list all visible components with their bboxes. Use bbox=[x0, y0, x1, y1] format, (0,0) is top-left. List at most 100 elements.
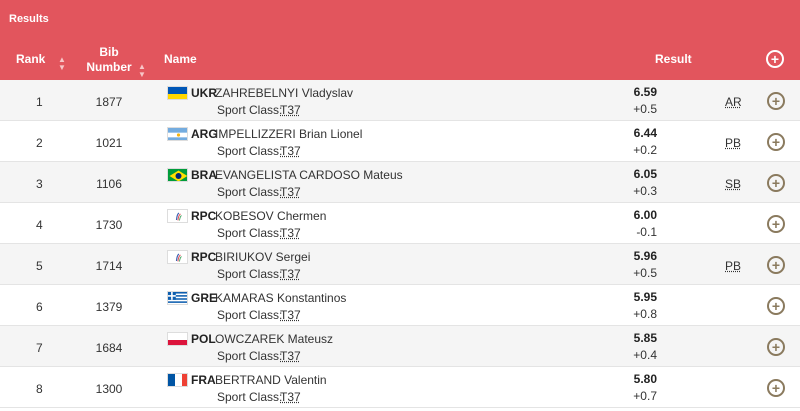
sport-class-label: Sport Class: bbox=[217, 349, 283, 363]
result-column-header: Result bbox=[655, 52, 692, 66]
rank-cell: 3 bbox=[36, 177, 43, 191]
sport-class-value[interactable]: T37 bbox=[280, 308, 301, 322]
expand-row-plus-icon[interactable]: + bbox=[767, 338, 785, 356]
table-row-3: 3 1106 BRA EVANGELISTA CARDOSO Mateus Sp… bbox=[0, 162, 800, 203]
athlete-name: ZAHREBELNYI Vladyslav bbox=[215, 86, 354, 100]
sport-class-value[interactable]: T37 bbox=[280, 144, 301, 158]
bib-cell: 1877 bbox=[95, 95, 123, 109]
expand-all-plus-icon[interactable]: + bbox=[766, 50, 784, 68]
bib-sort-icon[interactable]: ▲ ▼ bbox=[138, 62, 146, 79]
sport-class-label: Sport Class: bbox=[217, 308, 283, 322]
rank-cell: 2 bbox=[36, 136, 43, 150]
wind-value: +0.7 bbox=[633, 389, 657, 403]
athlete-name: EVANGELISTA CARDOSO Mateus bbox=[215, 168, 403, 182]
country-code: ARG bbox=[191, 127, 218, 141]
country-code: UKR bbox=[191, 86, 217, 100]
expand-row-plus-icon[interactable]: + bbox=[767, 297, 785, 315]
record-badge[interactable]: SB bbox=[725, 177, 742, 191]
record-badge[interactable]: PB bbox=[725, 136, 742, 150]
bra-flag-icon bbox=[167, 168, 188, 182]
result-value: 5.96 bbox=[633, 249, 657, 263]
table-row-8: 8 1300 FRA BERTRAND Valentin Sport Class… bbox=[0, 367, 800, 408]
results-header: Results Rank ▲ ▼ Bib Number ▲ ▼ Name Resul… bbox=[0, 0, 800, 80]
bib-cell: 1106 bbox=[96, 177, 122, 191]
athlete-name: BERTRAND Valentin bbox=[215, 373, 327, 387]
expand-row-plus-icon[interactable]: + bbox=[767, 256, 785, 274]
sport-class-label: Sport Class: bbox=[217, 267, 283, 281]
expand-row-plus-icon[interactable]: + bbox=[767, 133, 785, 151]
wind-value: +0.8 bbox=[633, 307, 657, 321]
bib-cell: 1300 bbox=[95, 382, 123, 396]
rank-sort-icon[interactable]: ▲ ▼ bbox=[58, 55, 66, 72]
result-value: 6.59 bbox=[633, 85, 657, 99]
bib-column-header[interactable]: Bib Number bbox=[86, 45, 132, 74]
sport-class-label: Sport Class: bbox=[217, 226, 283, 240]
gre-flag-icon bbox=[167, 291, 188, 305]
bib-cell: 1684 bbox=[95, 341, 123, 355]
athlete-name: KOBESOV Chermen bbox=[215, 209, 327, 223]
sport-class-value[interactable]: T37 bbox=[280, 349, 301, 363]
athlete-name: IMPELLIZZERI Brian Lionel bbox=[215, 127, 363, 141]
sport-class-value[interactable]: T37 bbox=[280, 185, 301, 199]
athlete-name: OWCZAREK Mateusz bbox=[215, 332, 334, 346]
country-code: FRA bbox=[191, 373, 216, 387]
expand-row-plus-icon[interactable]: + bbox=[767, 379, 785, 397]
sport-class-value[interactable]: T37 bbox=[280, 267, 301, 281]
sport-class-label: Sport Class: bbox=[217, 144, 283, 158]
table-row-4: 4 1730 RPC KOBESOV Chermen Sport Class: … bbox=[0, 203, 800, 244]
table-row-1: 1 1877 UKR ZAHREBELNYI Vladyslav Sport C… bbox=[0, 80, 800, 121]
rank-column-header[interactable]: Rank bbox=[16, 52, 46, 66]
country-code: BRA bbox=[191, 168, 217, 182]
rpc-flag-icon bbox=[167, 250, 188, 264]
sport-class-label: Sport Class: bbox=[217, 103, 283, 117]
result-value: 6.44 bbox=[633, 126, 657, 140]
result-value: 6.00 bbox=[633, 208, 657, 222]
expand-row-plus-icon[interactable]: + bbox=[767, 174, 785, 192]
sport-class-label: Sport Class: bbox=[217, 185, 283, 199]
wind-value: +0.2 bbox=[633, 143, 657, 157]
bib-cell: 1021 bbox=[95, 136, 123, 150]
wind-value: +0.3 bbox=[633, 184, 657, 198]
rank-cell: 4 bbox=[36, 218, 43, 232]
sport-class-value[interactable]: T37 bbox=[280, 226, 301, 240]
pol-flag-icon bbox=[167, 332, 188, 346]
arg-flag-icon bbox=[167, 127, 188, 141]
wind-value: +0.5 bbox=[633, 102, 657, 116]
country-code: RPC bbox=[191, 250, 217, 264]
rank-cell: 1 bbox=[36, 95, 43, 109]
result-value: 5.85 bbox=[633, 331, 657, 345]
country-code: RPC bbox=[191, 209, 217, 223]
record-badge[interactable]: AR bbox=[725, 95, 742, 109]
athlete-name: BIRIUKOV Sergei bbox=[215, 250, 311, 264]
name-column-header: Name bbox=[164, 52, 197, 66]
record-badge[interactable]: PB bbox=[725, 259, 742, 273]
expand-row-plus-icon[interactable]: + bbox=[767, 92, 785, 110]
result-value: 6.05 bbox=[633, 167, 657, 181]
rank-cell: 6 bbox=[36, 300, 43, 314]
table-row-7: 7 1684 POL OWCZAREK Mateusz Sport Class:… bbox=[0, 326, 800, 367]
bib-cell: 1730 bbox=[95, 218, 123, 232]
ukr-flag-icon bbox=[167, 86, 188, 100]
fra-flag-icon bbox=[167, 373, 188, 387]
sport-class-value[interactable]: T37 bbox=[280, 390, 301, 404]
bib-cell: 1714 bbox=[95, 259, 123, 273]
table-row-6: 6 1379 GRE KAMARAS Konstantinos Sport Cl… bbox=[0, 285, 800, 326]
sport-class-value[interactable]: T37 bbox=[280, 103, 301, 117]
rpc-flag-icon bbox=[167, 209, 188, 223]
table-row-2: 2 1021 ARG IMPELLIZZERI Brian Lionel Spo… bbox=[0, 121, 800, 162]
results-title: Results bbox=[9, 13, 49, 25]
result-value: 5.95 bbox=[633, 290, 657, 304]
expand-row-plus-icon[interactable]: + bbox=[767, 215, 785, 233]
athlete-name: KAMARAS Konstantinos bbox=[215, 291, 347, 305]
sport-class-label: Sport Class: bbox=[217, 390, 283, 404]
country-code: GRE bbox=[191, 291, 218, 305]
rank-cell: 7 bbox=[36, 341, 43, 355]
bib-cell: 1379 bbox=[95, 300, 123, 314]
table-row-5: 5 1714 RPC BIRIUKOV Sergei Sport Class: … bbox=[0, 244, 800, 285]
results-table-body: 1 1877 UKR ZAHREBELNYI Vladyslav Sport C… bbox=[0, 80, 800, 408]
rank-cell: 5 bbox=[36, 259, 43, 273]
result-value: 5.80 bbox=[633, 372, 657, 386]
rank-cell: 8 bbox=[36, 382, 43, 396]
country-code: POL bbox=[191, 332, 216, 346]
